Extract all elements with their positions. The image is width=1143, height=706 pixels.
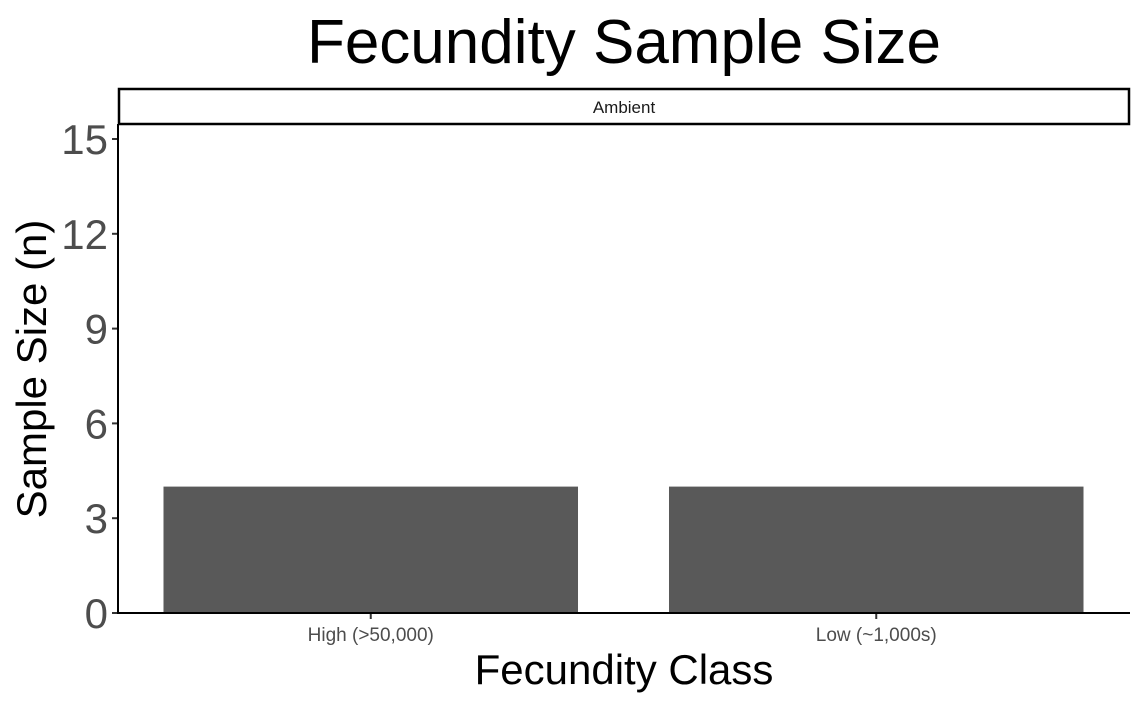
x-axis-title: Fecundity Class (475, 646, 774, 693)
y-tick-label: 0 (85, 590, 108, 637)
bar (163, 486, 579, 613)
y-tick-label: 12 (61, 211, 108, 258)
y-axis-title: Sample Size (n) (8, 220, 55, 519)
y-tick-label: 15 (61, 116, 108, 163)
x-axis-ticks: High (>50,000) Low (~1,000s) (308, 613, 937, 646)
y-tick-label: 9 (85, 306, 108, 353)
facet-strip-box (117, 87, 1131, 126)
facet-label: Ambient (593, 98, 656, 117)
bars (163, 486, 1084, 613)
facet-strip: Ambient (117, 87, 1131, 126)
x-tick-label: Low (~1,000s) (816, 625, 937, 646)
y-tick-label: 3 (85, 495, 108, 542)
y-axis-ticks: 0 3 6 9 12 15 (61, 116, 118, 637)
x-tick-label: High (>50,000) (308, 625, 434, 646)
chart-title: Fecundity Sample Size (307, 8, 941, 77)
bar (668, 486, 1084, 613)
y-tick-label: 6 (85, 400, 108, 447)
